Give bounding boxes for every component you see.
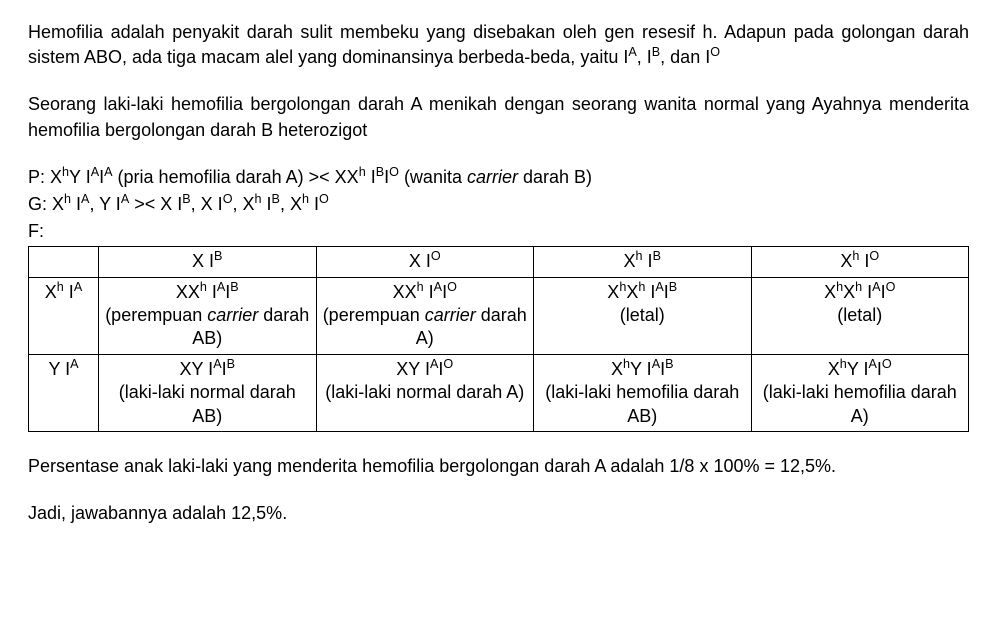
header-c3: Xh IB <box>534 247 752 277</box>
text: G: Xh IA, Y IA >< X IB, X IO, Xh IB, Xh … <box>28 194 329 214</box>
genotype: XXh IAIB <box>176 282 239 302</box>
paragraph-intro: Hemofilia adalah penyakit darah sulit me… <box>28 20 969 70</box>
text: Hemofilia adalah penyakit darah sulit me… <box>28 22 969 67</box>
genotype: XY IAIB <box>179 359 235 379</box>
phenotype: (perempuan carrier darah AB) <box>105 305 309 348</box>
table-row: Y IA XY IAIB (laki-laki normal darah AB)… <box>29 354 969 431</box>
cell-r2c1: XY IAIB (laki-laki normal darah AB) <box>99 354 317 431</box>
cell-r2c3: XhY IAIB (laki-laki hemofilia darah AB) <box>534 354 752 431</box>
phenotype: (laki-laki hemofilia darah A) <box>763 382 957 425</box>
phenotype: (laki-laki normal darah A) <box>325 382 524 402</box>
text: P: XhY IAIA (pria hemofilia darah A) >< … <box>28 167 592 187</box>
phenotype: (letal) <box>620 305 665 325</box>
paragraph-case: Seorang laki-laki hemofilia bergolongan … <box>28 92 969 142</box>
table-row: Xh IA XXh IAIB (perempuan carrier darah … <box>29 277 969 354</box>
phenotype: (letal) <box>837 305 882 325</box>
text: Jadi, jawabannya adalah 12,5%. <box>28 503 287 523</box>
phenotype: (laki-laki normal darah AB) <box>119 382 296 425</box>
header-c1: X IB <box>99 247 317 277</box>
genotype: XhXh IAIO <box>824 282 895 302</box>
genotype: XXh IAIO <box>393 282 457 302</box>
punnett-table: X IB X IO Xh IB Xh IO Xh IA XXh IAIB (pe… <box>28 246 969 432</box>
cell-r1c2: XXh IAIO (perempuan carrier darah A) <box>316 277 534 354</box>
genotype: XhY IAIO <box>828 359 892 379</box>
line-F: F: <box>28 219 969 244</box>
cell-r1c3: XhXh IAIB (letal) <box>534 277 752 354</box>
table-header-row: X IB X IO Xh IB Xh IO <box>29 247 969 277</box>
header-c4: Xh IO <box>751 247 969 277</box>
text: Persentase anak laki-laki yang menderita… <box>28 456 836 476</box>
paragraph-calculation: Persentase anak laki-laki yang menderita… <box>28 454 969 479</box>
row1-head: Xh IA <box>29 277 99 354</box>
genotype: XhXh IAIB <box>607 282 677 302</box>
line-G: G: Xh IA, Y IA >< X IB, X IO, Xh IB, Xh … <box>28 192 969 217</box>
row2-head: Y IA <box>29 354 99 431</box>
cell-r2c2: XY IAIO (laki-laki normal darah A) <box>316 354 534 431</box>
paragraph-conclusion: Jadi, jawabannya adalah 12,5%. <box>28 501 969 526</box>
header-empty <box>29 247 99 277</box>
genotype: XhY IAIB <box>611 359 674 379</box>
header-c2: X IO <box>316 247 534 277</box>
line-P: P: XhY IAIA (pria hemofilia darah A) >< … <box>28 165 969 190</box>
phenotype: (perempuan carrier darah A) <box>323 305 527 348</box>
cell-r1c4: XhXh IAIO (letal) <box>751 277 969 354</box>
cell-r2c4: XhY IAIO (laki-laki hemofilia darah A) <box>751 354 969 431</box>
cell-r1c1: XXh IAIB (perempuan carrier darah AB) <box>99 277 317 354</box>
genotype: XY IAIO <box>396 359 453 379</box>
text: F: <box>28 221 44 241</box>
text: Seorang laki-laki hemofilia bergolongan … <box>28 94 969 139</box>
phenotype: (laki-laki hemofilia darah AB) <box>545 382 739 425</box>
